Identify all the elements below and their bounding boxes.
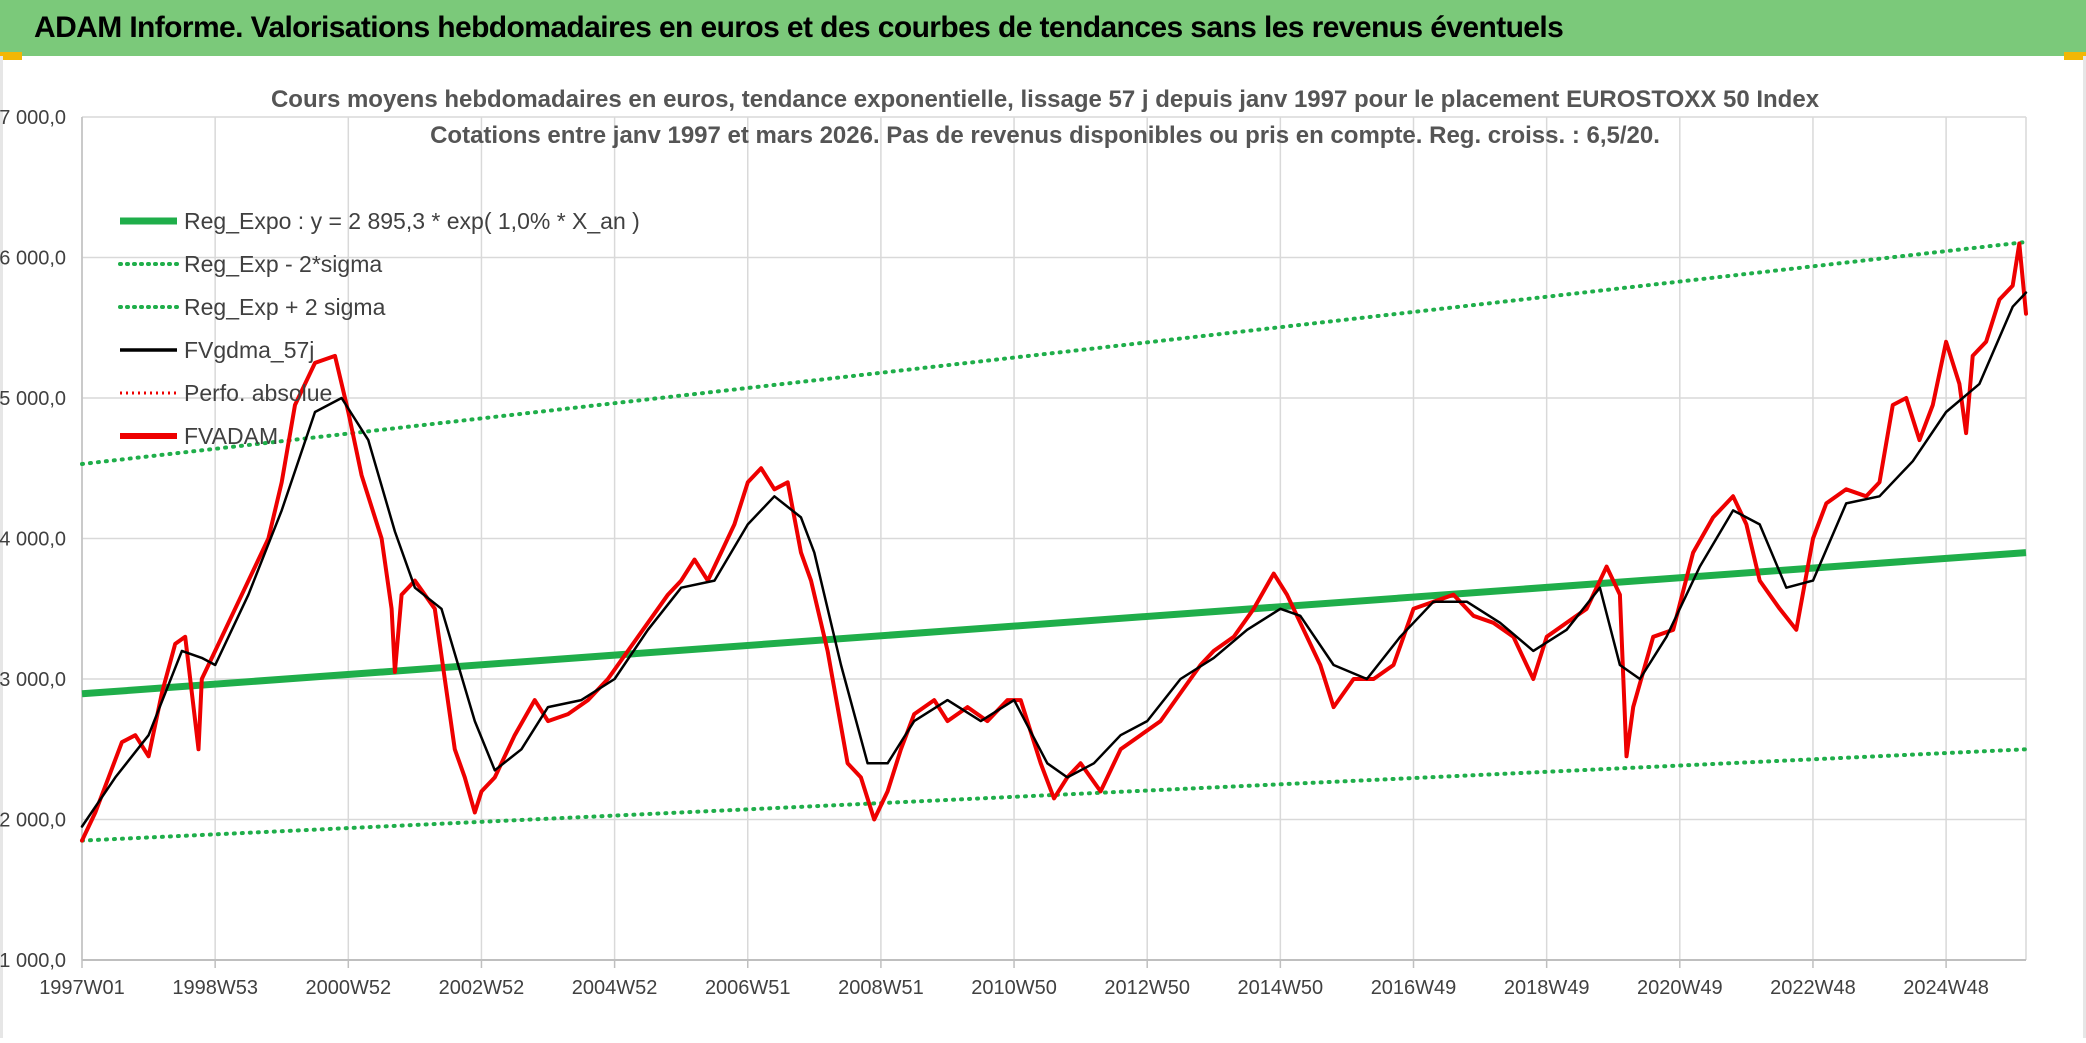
chart-title-line: Cotations entre janv 1997 et mars 2026. …: [430, 122, 1660, 149]
series-fvadam: [80, 241, 2028, 843]
y-tick-label: 5 000,0: [0, 388, 66, 410]
report-banner: ADAM Informe. Valorisations hebdomadaire…: [0, 0, 2086, 56]
chart-title-line: Cours moyens hebdomadaires en euros, ten…: [271, 86, 1820, 113]
x-tick-label: 2002W52: [439, 977, 525, 999]
x-tick-label: 2006W51: [705, 977, 791, 999]
y-tick-label: 2 000,0: [0, 810, 66, 832]
x-tick-label: 2004W52: [572, 977, 658, 999]
y-tick-label: 7 000,0: [0, 107, 66, 129]
x-tick-label: 2016W49: [1371, 977, 1457, 999]
series-reg-expo-trend: [81, 549, 2027, 698]
x-tick-label: 2012W50: [1104, 977, 1190, 999]
legend-label: Reg_Exp - 2*sigma: [184, 251, 382, 277]
y-tick-label: 1 000,0: [0, 950, 66, 972]
frame-border-right: [2083, 56, 2086, 1038]
chart-container: 1 000,0 2 000,0 3 000,0 4 000,0 5 000,0 6 000…: [0, 56, 2086, 1038]
y-tick-label: 6 000,0: [0, 248, 66, 270]
corner-accent-right: [2064, 52, 2086, 60]
x-tick-label: 2018W49: [1504, 977, 1590, 999]
report-title: ADAM Informe. Valorisations hebdomadaire…: [34, 11, 1564, 44]
legend-label: FVADAM: [184, 423, 278, 449]
legend-label: FVgdma_57j: [184, 337, 314, 363]
x-tick-label: 2000W52: [305, 977, 391, 999]
y-tick-label: 4 000,0: [0, 529, 66, 551]
x-tick-label: 2020W49: [1637, 977, 1723, 999]
series-fvgdma-57j: [80, 291, 2028, 828]
x-tick-label: 2010W50: [971, 977, 1057, 999]
x-tick-label: 2014W50: [1238, 977, 1324, 999]
x-tick-label: 2008W51: [838, 977, 924, 999]
legend-label: Reg_Expo : y = 2 895,3 * exp( 1,0% * X_a…: [184, 208, 640, 234]
chart-svg: 1 000,0 2 000,0 3 000,0 4 000,0 5 000,0 6 000…: [0, 86, 2028, 999]
frame-border-left: [0, 56, 3, 1038]
corner-accent-left: [0, 52, 22, 60]
y-tick-label: 3 000,0: [0, 669, 66, 691]
x-tick-label: 1998W53: [172, 977, 258, 999]
legend-label: Perfo. absolue: [184, 380, 332, 406]
series-reg-exp-plus-2sigma: [80, 240, 2028, 466]
legend-label: Reg_Exp + 2 sigma: [184, 294, 386, 320]
x-tick-label: 2024W48: [1903, 977, 1989, 999]
x-tick-label: 1997W01: [39, 977, 125, 999]
x-tick-label: 2022W48: [1770, 977, 1856, 999]
